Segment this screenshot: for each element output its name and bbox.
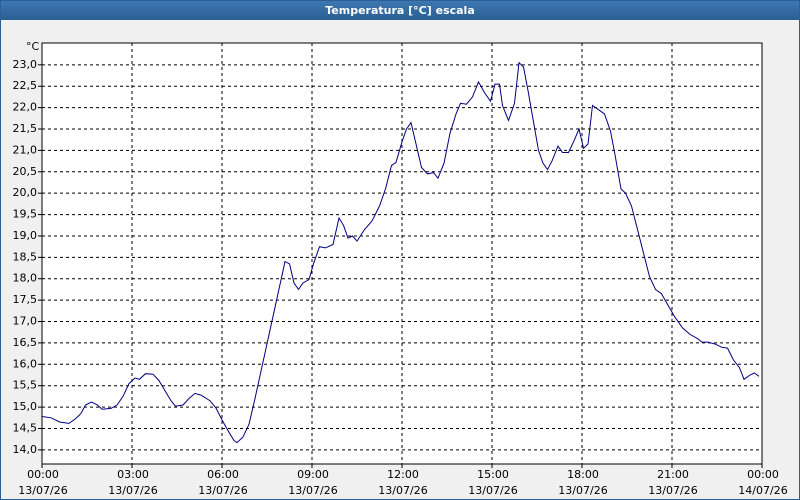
y-tick-label: 15,0 (13, 400, 38, 413)
title-bar: Temperatura [°C] escala (1, 1, 799, 20)
y-tick-label: 18,5 (13, 250, 38, 263)
y-tick-label: 22,0 (13, 101, 38, 114)
x-tick-label: 06:00 13/07/26 (198, 468, 248, 497)
y-tick-label: 19,5 (13, 208, 38, 221)
x-tick-label: 00:00 14/07/26 (738, 468, 788, 497)
y-tick-label: 14,5 (13, 421, 38, 434)
x-tick-label: 09:00 13/07/26 (288, 468, 338, 497)
y-tick-label: 23,0 (13, 58, 38, 71)
x-tick-label: 00:00 13/07/26 (18, 468, 68, 497)
x-tick-label: 21:00 13/07/26 (648, 468, 698, 497)
x-tick-label: 12:00 13/07/26 (378, 468, 428, 497)
y-tick-label: 20,5 (13, 165, 38, 178)
x-tick-label: 03:00 13/07/26 (108, 468, 158, 497)
x-tick-label: 15:00 13/07/26 (468, 468, 518, 497)
data-line (41, 61, 760, 444)
x-tick-label: 18:00 13/07/26 (558, 468, 608, 497)
y-tick-label: 21,5 (13, 122, 38, 135)
y-tick-label: 15,5 (13, 379, 38, 392)
y-tick-label: 19,0 (13, 229, 38, 242)
plot-border (41, 42, 763, 465)
y-unit: °C (26, 40, 40, 53)
y-tick-label: 16,5 (13, 336, 38, 349)
y-tick-label: 14,0 (13, 443, 38, 456)
y-tick-label: 18,0 (13, 272, 38, 285)
y-tick-label: 16,0 (13, 357, 38, 370)
y-tick-label: 20,0 (13, 186, 38, 199)
y-tick-label: 17,5 (13, 293, 38, 306)
y-tick-label: 17,0 (13, 315, 38, 328)
y-tick-label: 21,0 (13, 143, 38, 156)
y-tick-label: 22,5 (13, 79, 38, 92)
